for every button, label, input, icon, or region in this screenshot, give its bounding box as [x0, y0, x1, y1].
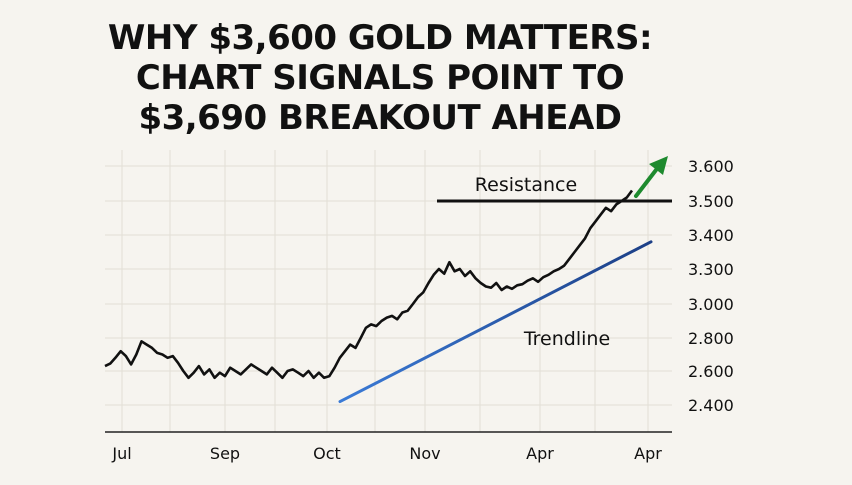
x-tick-labels: Jul Sep Oct Nov Apr Apr [111, 444, 662, 463]
breakout-arrow-head [649, 156, 668, 175]
y-tick-label: 2.800 [688, 329, 734, 348]
y-tick-label: 2.600 [688, 362, 734, 381]
x-tick-label: Apr [634, 444, 662, 463]
trendline [338, 240, 653, 404]
y-tick-labels: 2.400 2.600 2.800 3.000 3.300 3.400 3.500 3.600 [688, 157, 734, 415]
chart-marks: Resistance Trendline [104, 156, 672, 404]
y-tick-label: 3.400 [688, 226, 734, 245]
y-tick-label: 3.300 [688, 260, 734, 279]
chart-title: WHY $3,600 GOLD MATTERS: CHART SIGNALS P… [0, 18, 760, 138]
y-tick-label: 2.400 [688, 396, 734, 415]
x-tick-label: Apr [526, 444, 554, 463]
x-tick-label: Nov [409, 444, 440, 463]
x-tick-label: Oct [313, 444, 341, 463]
breakout-arrow-shaft [634, 168, 658, 198]
y-tick-label: 3.600 [688, 157, 734, 176]
resistance-label: Resistance [475, 174, 577, 196]
chart-title-line-3: $3,690 BREAKOUT AHEAD [138, 98, 622, 138]
trendline-label: Trendline [523, 328, 610, 350]
price-line [104, 189, 634, 380]
chart-title-line-1: WHY $3,600 GOLD MATTERS: [107, 18, 653, 58]
x-tick-label: Sep [210, 444, 240, 463]
chart-title-line-2: CHART SIGNALS POINT TO [135, 58, 625, 98]
y-tick-label: 3.000 [688, 295, 734, 314]
chart-grid [105, 150, 672, 432]
y-tick-label: 3.500 [688, 192, 734, 211]
x-tick-label: Jul [111, 444, 131, 463]
